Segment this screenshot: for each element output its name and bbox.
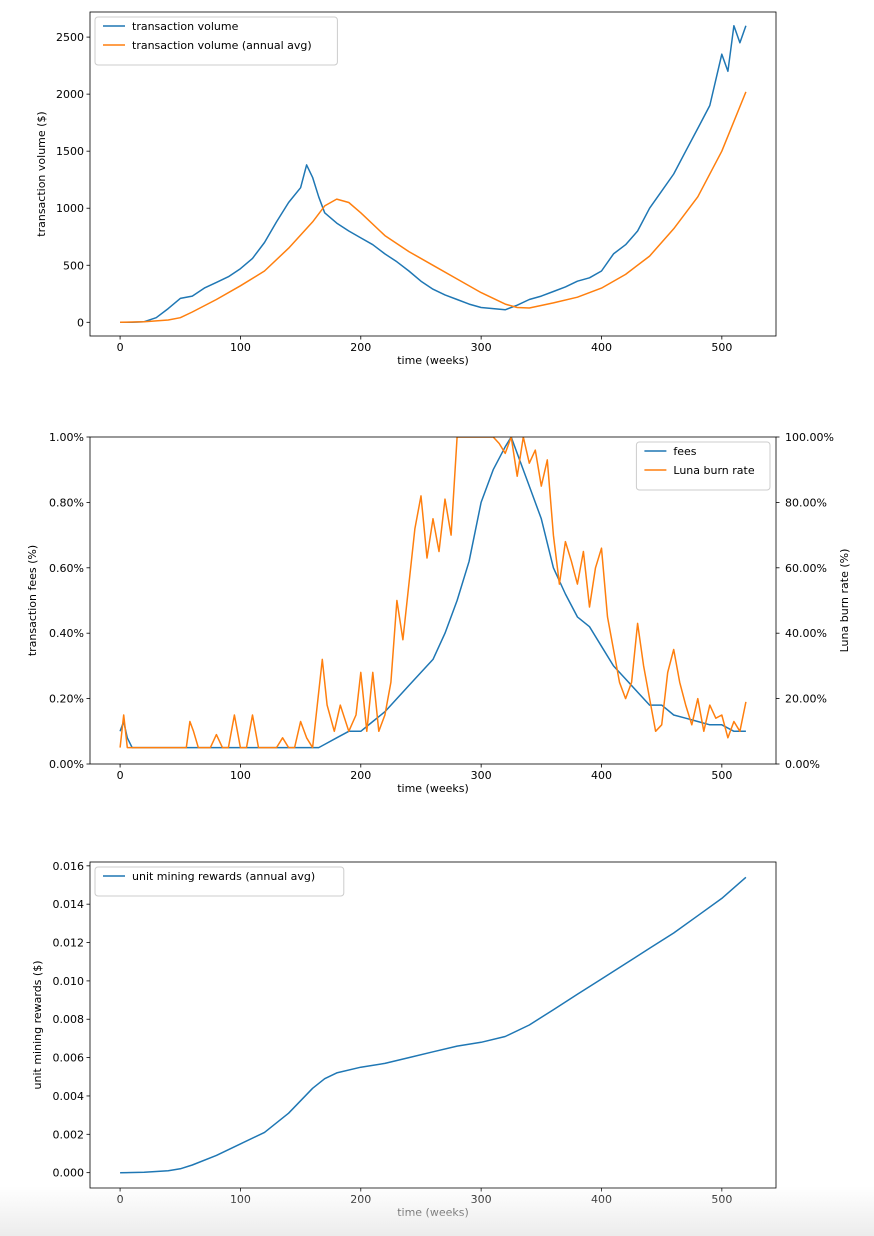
x-tick-label: 400 — [591, 341, 612, 354]
x-tick-label: 100 — [230, 341, 251, 354]
x-tick-label: 500 — [711, 1193, 732, 1206]
legend-label: transaction volume (annual avg) — [132, 39, 312, 52]
legend-label: Luna burn rate — [673, 464, 754, 477]
y-axis-label-right: Luna burn rate (%) — [838, 549, 851, 653]
x-tick-label: 300 — [471, 1193, 492, 1206]
y-tick-label-right: 100.00% — [785, 431, 834, 444]
x-axis-label: time (weeks) — [397, 782, 469, 795]
y-tick-label: 0.60% — [49, 562, 84, 575]
x-tick-label: 200 — [350, 341, 371, 354]
y-tick-label: 0.000 — [53, 1167, 85, 1180]
x-axis-label: time (weeks) — [397, 354, 469, 367]
legend-box — [94, 16, 338, 66]
y-tick-label: 0.006 — [53, 1052, 85, 1065]
y-tick-label: 0.014 — [53, 898, 85, 911]
legend: transaction volume transaction volume (an… — [94, 16, 338, 66]
y-tick-label: 0.004 — [53, 1090, 85, 1103]
y-tick-label: 500 — [63, 259, 84, 272]
legend: fees Luna burn rate — [635, 441, 771, 491]
y-axis-label: transaction volume ($) — [35, 111, 48, 236]
x-tick-label: 300 — [471, 769, 492, 782]
y-tick-label-right: 60.00% — [785, 562, 827, 575]
x-tick-label: 200 — [350, 769, 371, 782]
x-tick-label: 100 — [230, 1193, 251, 1206]
x-axis-label: time (weeks) — [397, 1206, 469, 1219]
y-tick-label: 0.016 — [53, 860, 85, 873]
chart-2: 0 100 200 300 400 500 time (weeks) 0.00% 0.20% 0.… — [26, 431, 851, 795]
x-tick-label: 100 — [230, 769, 251, 782]
y-tick-label: 0 — [77, 316, 84, 329]
plot-frame — [89, 861, 777, 1189]
y-tick-label: 0.80% — [49, 496, 84, 509]
chart-1: 0 100 200 300 400 500 time (weeks) 0 500 1000 1500… — [35, 11, 777, 367]
y-tick-label-right: 20.00% — [785, 693, 827, 706]
chart-3: 0 100 200 300 400 500 time (weeks) 0.000 0.002 0.… — [31, 860, 777, 1219]
legend-box — [94, 866, 345, 897]
x-tick-label: 0 — [117, 341, 124, 354]
plot-frame — [89, 436, 777, 765]
y-tick-label: 1000 — [56, 202, 84, 215]
x-tick-label: 400 — [591, 1193, 612, 1206]
series-line-transaction-volume — [120, 24, 747, 324]
plot-frame — [89, 11, 777, 337]
y-axis-label: transaction fees (%) — [26, 545, 39, 656]
series-line-transaction-volume-annual-avg- — [120, 91, 747, 324]
y-tick-label: 0.012 — [53, 937, 85, 950]
y-tick-label: 0.002 — [53, 1128, 85, 1141]
y-tick-label: 0.20% — [49, 693, 84, 706]
x-tick-label: 200 — [350, 1193, 371, 1206]
y-tick-label: 2500 — [56, 31, 84, 44]
y-tick-label: 1.00% — [49, 431, 84, 444]
y-tick-label-right: 0.00% — [785, 758, 820, 771]
legend-label: unit mining rewards (annual avg) — [132, 870, 315, 883]
series-line-unit-mining-rewards-annual-avg- — [120, 876, 747, 1174]
x-tick-label: 400 — [591, 769, 612, 782]
legend-label: fees — [673, 445, 696, 458]
legend: unit mining rewards (annual avg) — [94, 866, 345, 897]
legend-label: transaction volume — [132, 20, 239, 33]
y-tick-label: 0.00% — [49, 758, 84, 771]
y-tick-label: 0.008 — [53, 1013, 85, 1026]
legend-box — [635, 441, 771, 491]
y-tick-label: 0.40% — [49, 627, 84, 640]
y-axis-label: unit mining rewards ($) — [31, 961, 44, 1090]
y-tick-label: 0.010 — [53, 975, 85, 988]
y-tick-label: 2000 — [56, 88, 84, 101]
x-tick-label: 500 — [711, 341, 732, 354]
x-tick-label: 0 — [117, 769, 124, 782]
x-tick-label: 0 — [117, 1193, 124, 1206]
x-tick-label: 500 — [711, 769, 732, 782]
y-tick-label: 1500 — [56, 145, 84, 158]
series-line-luna-burn-rate — [119, 437, 747, 749]
series-line-fees — [119, 437, 746, 749]
y-tick-label-right: 40.00% — [785, 627, 827, 640]
x-tick-label: 300 — [471, 341, 492, 354]
y-tick-label-right: 80.00% — [785, 496, 827, 509]
